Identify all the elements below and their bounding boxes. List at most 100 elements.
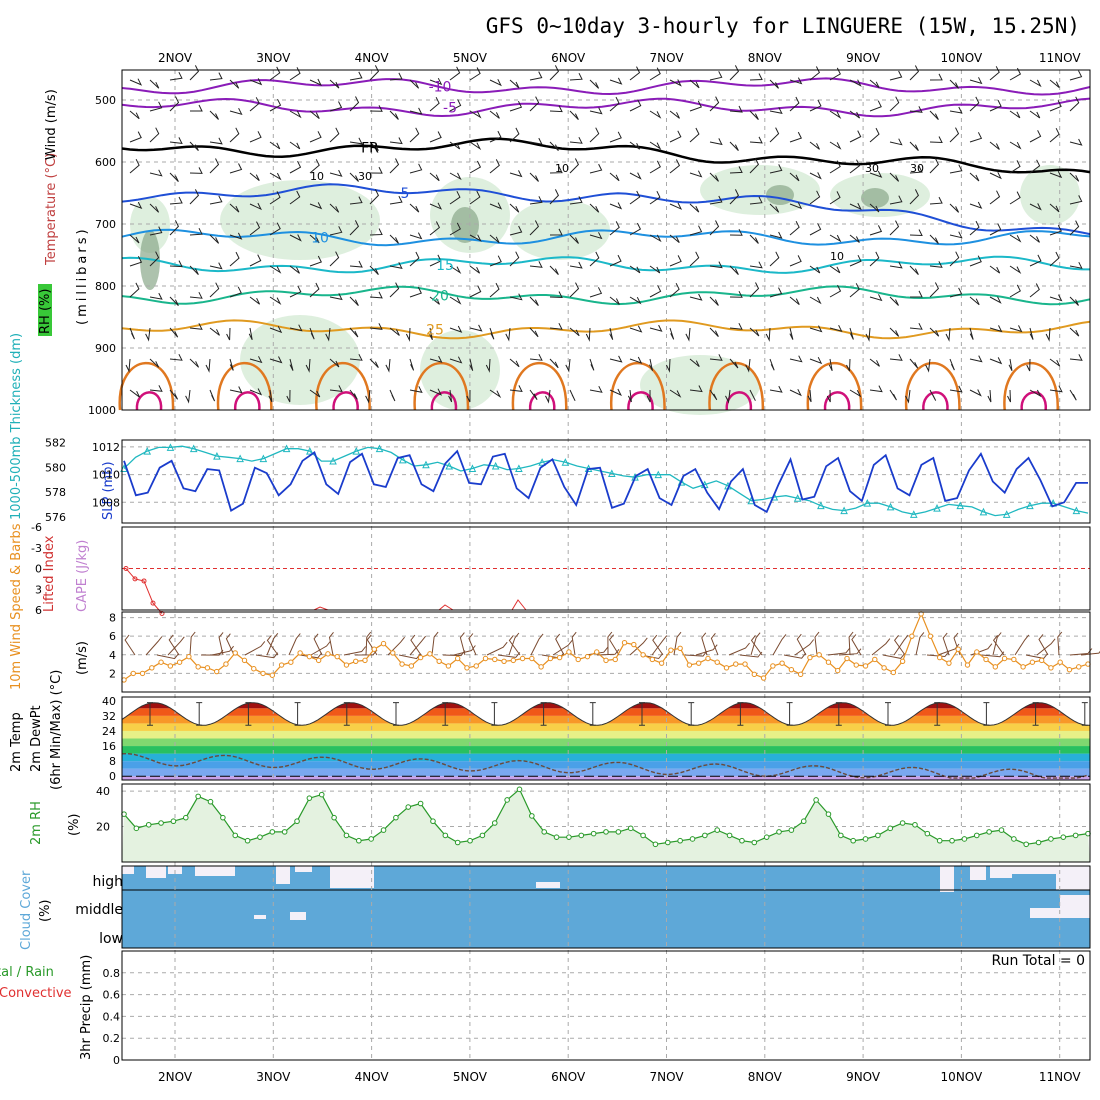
wind-barb [1069, 354, 1083, 361]
wind-barb [289, 324, 303, 332]
wind10-barb [827, 647, 851, 656]
wind10-barb [453, 645, 476, 656]
rh2m-marker [689, 836, 696, 842]
wind-barb [1069, 70, 1083, 81]
wind10-marker [362, 657, 368, 664]
wind-barb [969, 296, 980, 306]
wind-barb [749, 389, 756, 401]
wind10-barb [701, 632, 708, 656]
rh2m-marker [430, 818, 436, 825]
wind-barb [1009, 141, 1022, 150]
wind10-marker [556, 654, 563, 661]
wind-barb [889, 327, 900, 337]
wind-barb [529, 220, 540, 236]
rh2m-marker [739, 837, 745, 844]
wind-barb [669, 110, 680, 119]
wind-barb [989, 190, 1001, 205]
wind-barb [669, 282, 680, 298]
rh2m-marker [949, 837, 955, 844]
wind-barb [949, 106, 963, 114]
wind-barb [569, 327, 580, 337]
isotherm-35-loop [627, 391, 654, 411]
wind-barb [449, 190, 461, 205]
rh-shading-area [640, 355, 760, 415]
wind10-marker [241, 657, 248, 664]
wind10-marker [1057, 659, 1063, 665]
rh2m-marker [664, 839, 671, 846]
wind-barb [248, 327, 253, 341]
wind-barb [169, 220, 180, 236]
wind-barb [1069, 327, 1080, 337]
wind-barb [369, 265, 379, 275]
temp-minmax-bar [1032, 702, 1039, 726]
rh2m-marker [776, 829, 782, 835]
date-label-bottom: 9NOV [846, 1070, 881, 1084]
date-label-top: 11NOV [1039, 51, 1081, 65]
wind-barb [1049, 127, 1060, 143]
panel-frame-cape [121, 526, 1091, 611]
wind10-marker [566, 649, 572, 655]
wind-barb [709, 96, 720, 112]
wind-barb [589, 287, 603, 298]
wind-barb [769, 251, 780, 267]
wind-barb [929, 327, 940, 337]
wind-barb [389, 327, 400, 336]
wind-barb [449, 99, 462, 112]
wind-barb [149, 169, 163, 177]
wind10-marker [167, 663, 174, 669]
wind10-barb [468, 633, 477, 656]
wind-barb [749, 73, 763, 81]
wind10-marker [797, 671, 804, 678]
temp-minmax-bar [147, 702, 153, 726]
wind-barb [809, 99, 822, 112]
wind-barb [929, 261, 943, 268]
wind-barb [409, 251, 420, 267]
wind10-barb [310, 640, 331, 656]
thickness-marker [1026, 501, 1034, 510]
temp-minmax-bar [393, 702, 399, 726]
wind10-marker [390, 650, 396, 656]
rh2m-marker [590, 830, 597, 837]
wind-barb [1029, 327, 1034, 340]
wind-barb [889, 261, 903, 269]
wind-barb [769, 231, 783, 239]
wind-barb [429, 388, 443, 396]
wind-barb [829, 234, 842, 243]
wind-barb [889, 96, 900, 112]
wind-barb [649, 234, 662, 243]
isotherm-35-loop [725, 391, 753, 411]
wind-barb [489, 110, 500, 119]
wind-barb [329, 293, 343, 301]
wind-barb [789, 255, 802, 267]
wind-barb [629, 296, 642, 305]
wind-barb [545, 389, 551, 404]
wind-barb [289, 285, 302, 298]
wind-barb [1049, 224, 1063, 236]
wind-barb [729, 228, 743, 236]
li-tick-label: 0 [35, 563, 42, 576]
thickness-tick-label: 578 [45, 486, 66, 499]
wind-barb [1049, 170, 1063, 179]
wind-barb [209, 234, 220, 244]
wind-barb [669, 389, 682, 398]
cloud-row-high: high [92, 874, 123, 890]
date-label-top: 4NOV [355, 51, 390, 65]
wind-barb [849, 79, 862, 87]
wind-barb [169, 137, 183, 145]
date-label-bottom: 4NOV [355, 1070, 390, 1084]
wind-barb [429, 296, 440, 305]
isotherm-30-loop [806, 361, 863, 411]
date-label-bottom: 7NOV [649, 1070, 684, 1084]
thickness-marker [166, 443, 175, 451]
wind10-marker [427, 651, 433, 657]
date-label-top: 5NOV [453, 51, 488, 65]
wind-barb [669, 234, 680, 243]
wind-barb [629, 356, 643, 364]
wind-barb [249, 388, 263, 396]
rh2m-marker [1035, 839, 1042, 846]
wind10-barb [313, 633, 323, 656]
rh2m-marker [281, 829, 288, 835]
wind-barb [489, 159, 500, 174]
wind10-barb [211, 645, 234, 656]
temp-minmax-bar [491, 702, 498, 726]
